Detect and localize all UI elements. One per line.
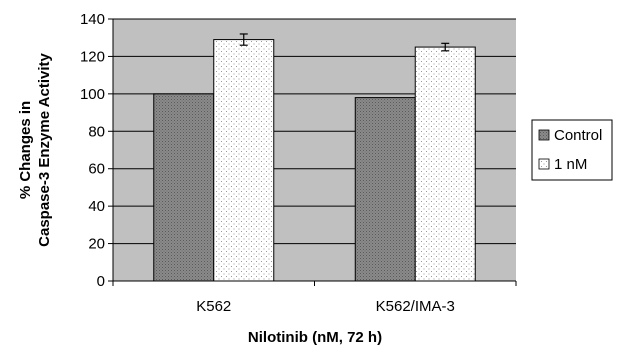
x-tick-label: K562 <box>196 298 231 315</box>
y-tick-label: 100 <box>80 86 105 103</box>
legend-swatch-control <box>538 129 550 141</box>
y-axis-ticks: 0 20 40 60 80 100 120 140 <box>80 11 113 290</box>
y-tick-label: 140 <box>80 11 105 28</box>
y-axis-title-line2: Caspase-3 Enzyme Activity <box>36 52 53 246</box>
bar-1-nm-k562 <box>213 39 275 282</box>
y-tick-label: 0 <box>97 273 105 290</box>
x-tick-label: K562/IMA-3 <box>376 298 455 315</box>
bar-control-k562 <box>153 93 215 282</box>
bar-1-nm-k562-ima-3 <box>414 46 476 282</box>
error-bars <box>239 33 450 52</box>
legend-label-1nm: 1 nM <box>554 156 587 173</box>
x-axis-ticks: K562 K562/IMA-3 <box>112 281 517 315</box>
legend-label-control: Control <box>554 127 602 144</box>
y-axis-title-line1: % Changes in <box>17 101 34 199</box>
y-tick-label: 80 <box>88 123 105 140</box>
y-tick-label: 120 <box>80 48 105 65</box>
y-tick-label: 40 <box>88 198 105 215</box>
legend-swatch-1nm <box>538 158 550 170</box>
y-tick-label: 60 <box>88 161 105 178</box>
legend: Control 1 nM <box>531 119 613 181</box>
y-tick-label: 20 <box>88 236 105 253</box>
bar-control-k562-ima-3 <box>354 97 416 282</box>
x-axis-title: Nilotinib (nM, 72 h) <box>248 329 382 346</box>
